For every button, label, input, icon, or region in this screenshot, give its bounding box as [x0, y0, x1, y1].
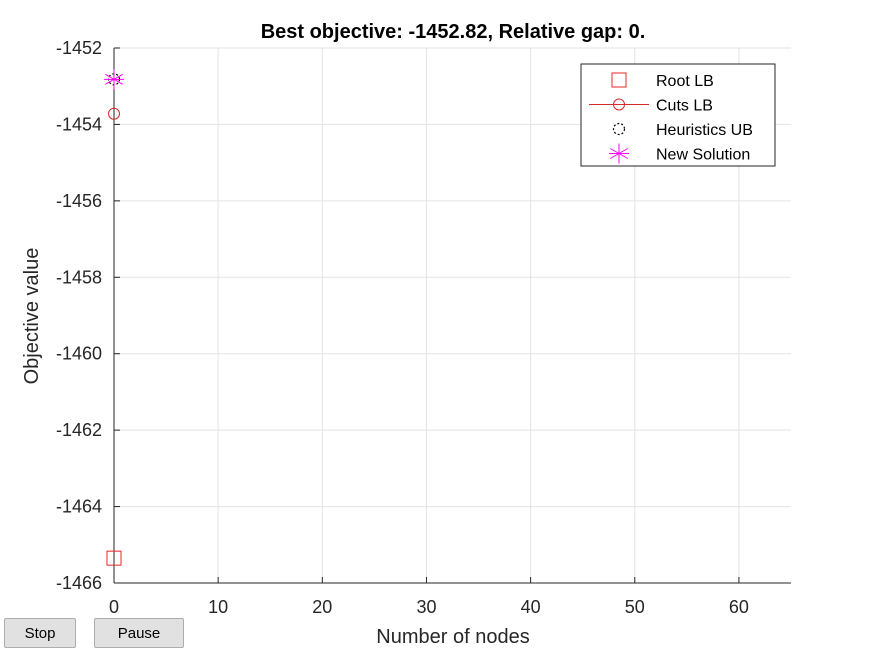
legend-marker [611, 72, 627, 88]
x-axis-label: Number of nodes [376, 626, 529, 648]
legend-item: Heuristics UB [612, 122, 753, 139]
y-tick-label: -1466 [56, 573, 102, 593]
legend-label: Heuristics UB [656, 122, 753, 139]
point-root-lb [106, 550, 122, 566]
y-axis-label: Objective value [21, 248, 43, 385]
point-new-solution [104, 69, 124, 90]
x-tick-label: 40 [521, 597, 541, 617]
x-tick-label: 0 [109, 597, 119, 617]
square-marker [611, 72, 627, 88]
legend-item: Root LB [611, 72, 714, 90]
legend: Root LB Cuts LB Heuristics UB New Solution [580, 63, 776, 167]
y-tick-label: -1460 [56, 344, 102, 364]
circle-marker [613, 98, 625, 111]
x-tick-label: 10 [208, 597, 228, 617]
x-tick-label: 50 [625, 597, 645, 617]
y-tick-label: -1452 [56, 38, 102, 58]
x-tick-label: 20 [312, 597, 332, 617]
legend-item: New Solution [609, 143, 750, 164]
circle-marker [108, 107, 120, 120]
tick-labels: 0 10 20 30 40 50 60 -1466 -1464 -1462 -1460 -1458 -1… [56, 38, 749, 617]
y-tick-label: -1464 [56, 497, 102, 517]
chart-title: Best objective: -1452.82, Relative gap: … [261, 21, 646, 43]
legend-box [580, 63, 776, 167]
axes [113, 47, 791, 584]
legend-marker [609, 143, 629, 164]
x-tick-label: 30 [416, 597, 436, 617]
pause-button[interactable]: Pause [94, 618, 184, 648]
legend-label: Root LB [656, 73, 714, 90]
y-tick-label: -1454 [56, 114, 102, 134]
legend-marker [589, 98, 649, 111]
data-markers [104, 69, 124, 566]
legend-item: Cuts LB [589, 98, 713, 115]
square-marker [106, 550, 122, 566]
legend-label: Cuts LB [656, 98, 713, 115]
stop-button[interactable]: Stop [4, 618, 76, 648]
x-tick-label: 60 [729, 597, 749, 617]
legend-label: New Solution [656, 147, 750, 164]
y-tick-label: -1458 [56, 267, 102, 287]
y-tick-label: -1462 [56, 420, 102, 440]
dotted-circle-marker [612, 122, 626, 136]
point-cuts-lb [108, 107, 120, 120]
y-tick-label: -1456 [56, 191, 102, 211]
legend-marker [612, 122, 626, 136]
